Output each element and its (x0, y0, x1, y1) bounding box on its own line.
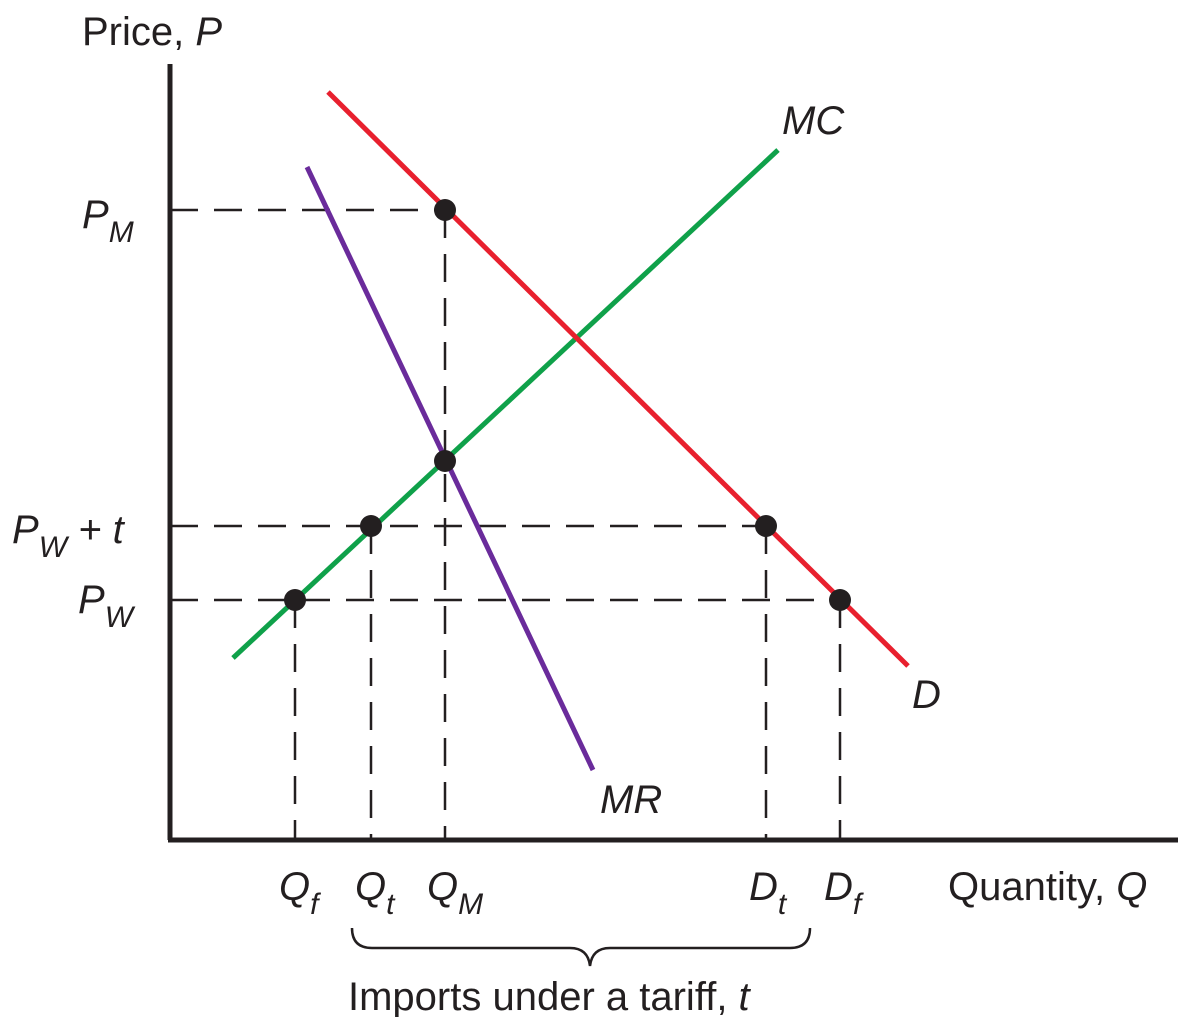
monopoly-price-point (434, 199, 456, 221)
qf-label: Qf (279, 865, 321, 921)
points (284, 199, 851, 611)
guide-lines (170, 208, 842, 840)
supply-at-world-price-point (284, 589, 306, 611)
x-axis-title: Quantity, Q (948, 865, 1147, 909)
pw-label: PW (78, 578, 136, 634)
axes (167, 64, 1178, 843)
imports-brace (350, 927, 812, 967)
df-label: Df (824, 865, 864, 921)
qt-label: Qt (355, 865, 396, 921)
demand-at-world-price-point (829, 589, 851, 611)
imports-brace-label: Imports under a tariff, t (348, 975, 752, 1017)
dt-label: Dt (749, 865, 788, 921)
qm-label: QM (427, 865, 483, 921)
demand-at-tariff-point (755, 515, 777, 537)
pm-label: PM (82, 193, 134, 249)
mr-mc-intersection-point (434, 450, 456, 472)
y-axis-title: Price, P (82, 10, 222, 54)
marginal-revenue-label: MR (600, 778, 662, 822)
marginal-cost-curve (231, 148, 780, 660)
demand-curve (326, 90, 910, 668)
demand-label: D (912, 673, 941, 717)
supply-at-tariff-point (360, 515, 382, 537)
pw-plus-t-label: PW + t (12, 508, 126, 564)
marginal-cost-label: MC (782, 99, 845, 143)
